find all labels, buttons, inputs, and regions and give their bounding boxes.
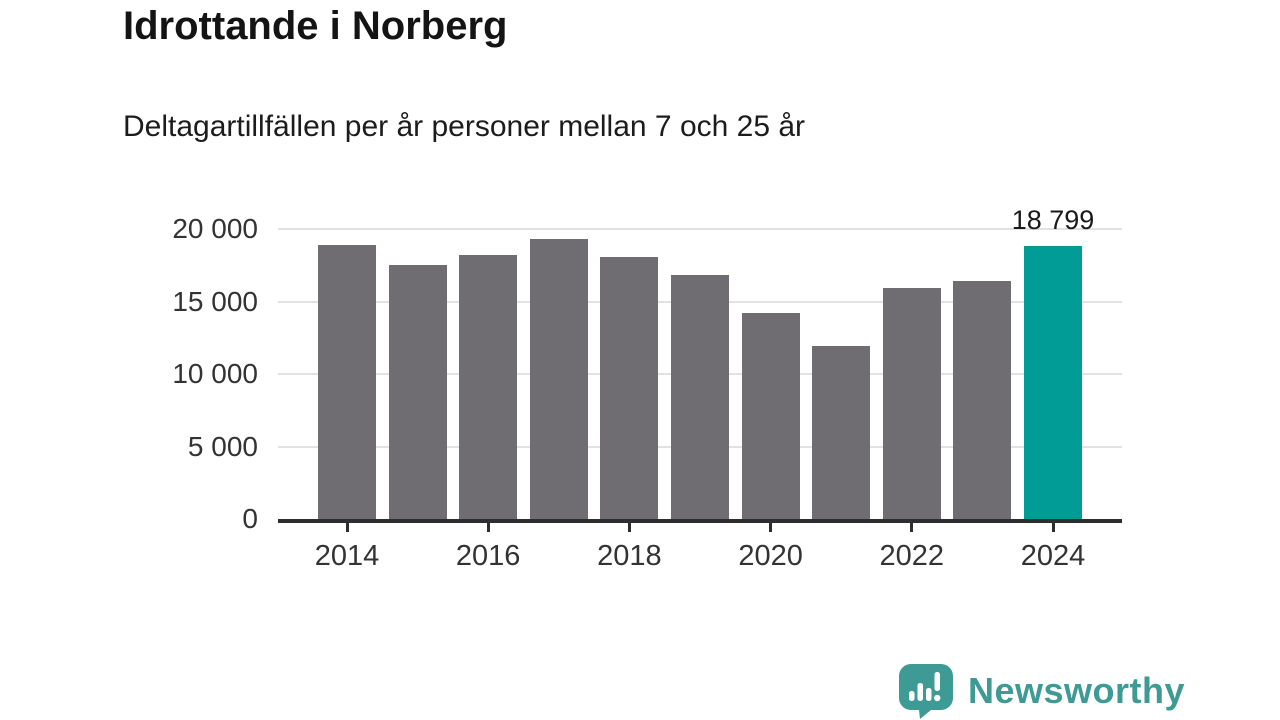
- brand-name: Newsworthy: [968, 669, 1186, 711]
- bar-2017: [529, 239, 588, 519]
- gridline-20000: [278, 228, 1122, 230]
- x-axis-label-2022: 2022: [879, 540, 945, 572]
- bar-2022: [882, 288, 941, 519]
- y-axis-label-10000: 10 000: [172, 358, 258, 389]
- bar-chart-plot-area: [278, 228, 1122, 519]
- bar-2020: [741, 313, 800, 519]
- x-axis-label-2020: 2020: [738, 540, 803, 572]
- bar-2016: [459, 255, 518, 519]
- bar-2015: [388, 265, 447, 519]
- x-axis-label-2014: 2014: [314, 540, 380, 572]
- x-axis-label-2018: 2018: [597, 540, 662, 572]
- bar-2014: [318, 244, 376, 519]
- bar-2018: [600, 256, 659, 519]
- x-axis-tick-2022: [910, 523, 914, 532]
- x-axis-tick-2024: [1051, 523, 1055, 532]
- x-axis-line: [278, 519, 1122, 523]
- bar-2023: [953, 281, 1012, 519]
- bar-2019: [671, 275, 729, 519]
- data-label-highlight: 18 799: [1011, 205, 1095, 235]
- x-axis-tick-2020: [769, 523, 773, 532]
- bar-2024: [1024, 246, 1082, 519]
- x-axis-tick-2016: [486, 523, 490, 532]
- x-axis-label-2024: 2024: [1020, 540, 1086, 572]
- newsworthy-logo-icon: [899, 664, 953, 719]
- y-axis-label-15000: 15 000: [172, 285, 258, 317]
- y-axis-label-20000: 20 000: [172, 213, 258, 244]
- x-axis-tick-2014: [345, 523, 349, 532]
- brand-footer: Newsworthy: [897, 662, 1185, 719]
- bar-2021: [812, 346, 871, 519]
- y-axis-label-5000: 5 000: [187, 430, 258, 462]
- chart-subtitle: Deltagartillfällen per år personer mella…: [123, 110, 806, 143]
- x-axis-tick-2018: [627, 523, 631, 532]
- y-axis-label-0: 0: [242, 503, 258, 534]
- page-title: Idrottande i Norberg: [123, 4, 508, 48]
- x-axis-label-2016: 2016: [455, 540, 521, 572]
